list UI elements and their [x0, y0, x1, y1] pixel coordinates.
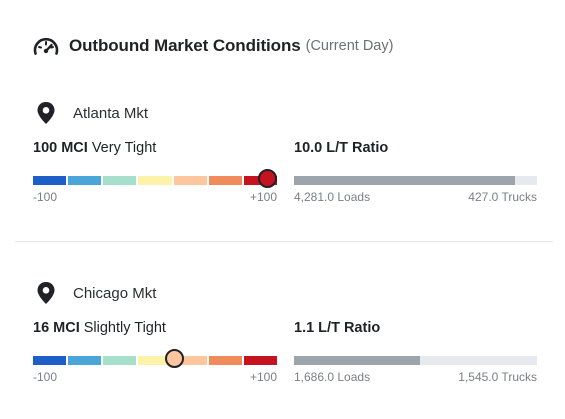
mci-scale-max: +100: [249, 370, 277, 384]
header: Outbound Market Conditions (Current Day): [32, 32, 393, 60]
mci-scale: [33, 176, 277, 185]
market-card-chicago: Chicago Mkt 16 MCI Slightly Tight -100 +1…: [33, 280, 537, 384]
mci-indicator: [258, 169, 277, 188]
mci-scale-segment: [103, 176, 137, 185]
mci-scale-segment: [243, 356, 277, 365]
divider: [15, 241, 553, 242]
mci-scale-min: -100: [33, 370, 58, 384]
mci-scale: [33, 356, 277, 365]
loads-count: 1,686.0 Loads: [294, 370, 371, 384]
mci-scale-min: -100: [33, 190, 58, 204]
location-pin-icon: [37, 102, 55, 124]
mci-scale-segment: [103, 356, 137, 365]
mci-scale-max: +100: [249, 190, 277, 204]
market-card-atlanta: Atlanta Mkt 100 MCI Very Tight -100 +100: [33, 100, 537, 204]
trucks-count: 1,545.0 Trucks: [458, 370, 537, 384]
mci-scale-segment: [138, 356, 172, 365]
mci-value: 16 MCI: [33, 320, 80, 336]
ratio-bar-track: [294, 356, 537, 365]
market-metrics: 100 MCI Very Tight -100 +100 10.0 L/T Rat…: [33, 140, 537, 210]
ratio-bar-track: [294, 176, 537, 185]
market-name-row: Chicago Mkt: [33, 280, 537, 306]
mci-indicator: [165, 349, 185, 368]
mci-scale-segment: [173, 356, 207, 365]
ratio-bar-fill: [294, 356, 421, 365]
mci-title: 100 MCI Very Tight: [33, 140, 277, 158]
mci-section: 100 MCI Very Tight -100 +100: [33, 140, 277, 204]
mci-scale-segment: [68, 356, 102, 365]
mci-label: Slightly Tight: [83, 320, 166, 336]
ratio-section: 1.1 L/T Ratio 1,686.0 Loads 1,545.0 Truc…: [294, 320, 537, 384]
mci-scale-segment: [33, 176, 67, 185]
market-metrics: 16 MCI Slightly Tight -100 +100 1.1 L/T R…: [33, 320, 537, 390]
speedometer-icon: [33, 38, 59, 55]
ratio-bar-fill: [294, 176, 516, 185]
mci-section: 16 MCI Slightly Tight -100 +100: [33, 320, 277, 384]
market-name: Chicago Mkt: [73, 284, 157, 302]
page-title: Outbound Market Conditions: [69, 36, 301, 55]
mci-scale-segment: [68, 176, 102, 185]
location-pin-icon: [37, 282, 55, 304]
mci-label: Very Tight: [91, 140, 157, 156]
mci-scale-segment: [173, 176, 207, 185]
ratio-title: 10.0 L/T Ratio: [294, 140, 389, 156]
mci-title: 16 MCI Slightly Tight: [33, 320, 277, 338]
mci-scale-segment: [208, 176, 242, 185]
mci-scale-segment: [33, 356, 67, 365]
page-subtitle: (Current Day): [305, 38, 394, 54]
mci-scale-segment: [208, 356, 242, 365]
mci-value: 100 MCI: [33, 140, 88, 156]
ratio-title: 1.1 L/T Ratio: [294, 320, 381, 336]
trucks-count: 427.0 Trucks: [468, 190, 537, 204]
mci-scale-segment: [138, 176, 172, 185]
market-name: Atlanta Mkt: [73, 104, 149, 122]
market-name-row: Atlanta Mkt: [33, 100, 537, 126]
ratio-section: 10.0 L/T Ratio 4,281.0 Loads 427.0 Truck…: [294, 140, 537, 204]
loads-count: 4,281.0 Loads: [294, 190, 371, 204]
